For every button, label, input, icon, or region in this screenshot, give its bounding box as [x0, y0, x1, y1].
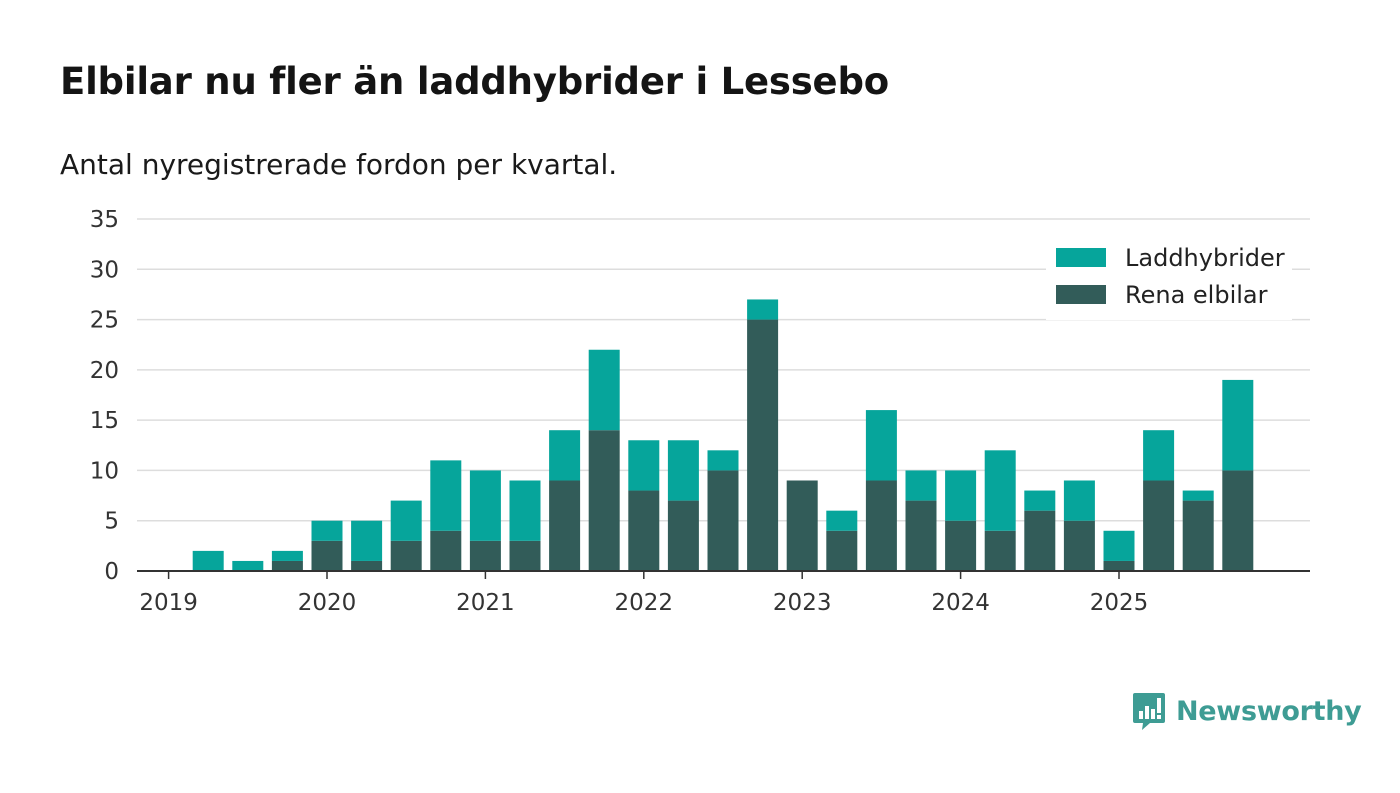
- bar-segment-laddhybrider: [588, 349, 620, 431]
- bar-segment-laddhybrider: [905, 470, 937, 501]
- bar-segment-rena-elbilar: [1103, 560, 1135, 571]
- bar-segment-laddhybrider: [1182, 490, 1214, 501]
- bar-segment-laddhybrider: [271, 550, 303, 561]
- brand-logo: Newsworthy: [1132, 691, 1362, 731]
- bar-segment-laddhybrider: [1103, 530, 1135, 561]
- bar-segment-laddhybrider: [1143, 430, 1175, 481]
- bar-segment-rena-elbilar: [351, 560, 383, 571]
- x-tick-label: 2025: [1090, 590, 1149, 616]
- bar-segment-laddhybrider: [984, 450, 1016, 531]
- bar-segment-laddhybrider: [430, 460, 462, 531]
- bar-segment-laddhybrider: [865, 410, 897, 481]
- y-axis-ticks: 0 5 10 15 20 25 30 35: [90, 207, 119, 585]
- bar-segment-laddhybrider: [1063, 480, 1095, 521]
- bar-segment-rena-elbilar: [469, 540, 501, 571]
- x-tick-label: 2023: [773, 590, 832, 616]
- legend-label-laddhybrider: Laddhybrider: [1125, 244, 1285, 272]
- x-axis-ticks: 2019 2020 2021 2022 2023 2024 2025: [139, 571, 1148, 616]
- x-tick-label: 2020: [298, 590, 357, 616]
- bar-segment-laddhybrider: [628, 440, 660, 491]
- bars: [192, 299, 1254, 571]
- legend-label-rena-elbilar: Rena elbilar: [1125, 281, 1268, 309]
- bar-segment-rena-elbilar: [667, 500, 699, 571]
- bar-segment-laddhybrider: [826, 510, 858, 531]
- chart-title: Elbilar nu fler än laddhybrider i Lesseb…: [60, 60, 889, 103]
- y-tick-label: 30: [90, 257, 119, 283]
- bar-segment-laddhybrider: [1024, 490, 1056, 511]
- bar-segment-laddhybrider: [1222, 379, 1254, 471]
- bar-segment-laddhybrider: [747, 299, 779, 320]
- chart-subtitle: Antal nyregistrerade fordon per kvartal.: [60, 148, 618, 181]
- bar-segment-laddhybrider: [469, 470, 501, 541]
- bar-segment-rena-elbilar: [1143, 480, 1175, 571]
- bar-segment-rena-elbilar: [984, 530, 1016, 571]
- bar-segment-rena-elbilar: [1182, 500, 1214, 571]
- legend-swatch-rena-elbilar: [1056, 285, 1106, 304]
- y-tick-label: 35: [90, 207, 119, 233]
- bar-segment-rena-elbilar: [311, 540, 343, 571]
- bar-segment-rena-elbilar: [271, 560, 303, 571]
- bar-segment-laddhybrider: [549, 430, 581, 481]
- bar-segment-rena-elbilar: [1063, 520, 1095, 571]
- y-tick-label: 10: [90, 458, 119, 484]
- bar-segment-rena-elbilar: [747, 319, 779, 571]
- y-tick-label: 20: [90, 358, 119, 384]
- bar-segment-laddhybrider: [667, 440, 699, 501]
- x-tick-label: 2022: [615, 590, 674, 616]
- y-tick-label: 15: [90, 408, 119, 434]
- y-tick-label: 0: [104, 559, 119, 585]
- brand-name: Newsworthy: [1176, 695, 1362, 727]
- bar-segment-rena-elbilar: [826, 530, 858, 571]
- bar-segment-laddhybrider: [945, 470, 977, 521]
- bar-segment-rena-elbilar: [905, 500, 937, 571]
- bar-segment-rena-elbilar: [945, 520, 977, 571]
- bar-segment-laddhybrider: [232, 560, 264, 571]
- legend: Laddhybrider Rena elbilar: [1046, 238, 1292, 320]
- bar-segment-rena-elbilar: [786, 480, 818, 571]
- bar-segment-laddhybrider: [509, 480, 541, 541]
- bar-segment-rena-elbilar: [707, 470, 739, 571]
- legend-swatch-laddhybrider: [1056, 248, 1106, 267]
- x-tick-label: 2019: [139, 590, 198, 616]
- bar-segment-rena-elbilar: [1024, 510, 1056, 571]
- y-tick-label: 25: [90, 308, 119, 334]
- x-tick-label: 2024: [931, 590, 990, 616]
- bar-segment-laddhybrider: [707, 450, 739, 471]
- bar-segment-laddhybrider: [351, 520, 383, 561]
- bar-segment-laddhybrider: [192, 550, 224, 571]
- bar-segment-rena-elbilar: [865, 480, 897, 571]
- bar-segment-rena-elbilar: [1222, 470, 1254, 571]
- bar-segment-rena-elbilar: [390, 540, 422, 571]
- newsworthy-logo-icon: [1133, 693, 1165, 730]
- bar-segment-laddhybrider: [390, 500, 422, 541]
- bar-segment-rena-elbilar: [628, 490, 660, 571]
- bar-segment-laddhybrider: [311, 520, 343, 541]
- bar-segment-rena-elbilar: [588, 430, 620, 571]
- y-tick-label: 5: [104, 509, 119, 535]
- bar-segment-rena-elbilar: [509, 540, 541, 571]
- bar-segment-rena-elbilar: [430, 530, 462, 571]
- bar-segment-rena-elbilar: [549, 480, 581, 571]
- x-tick-label: 2021: [456, 590, 515, 616]
